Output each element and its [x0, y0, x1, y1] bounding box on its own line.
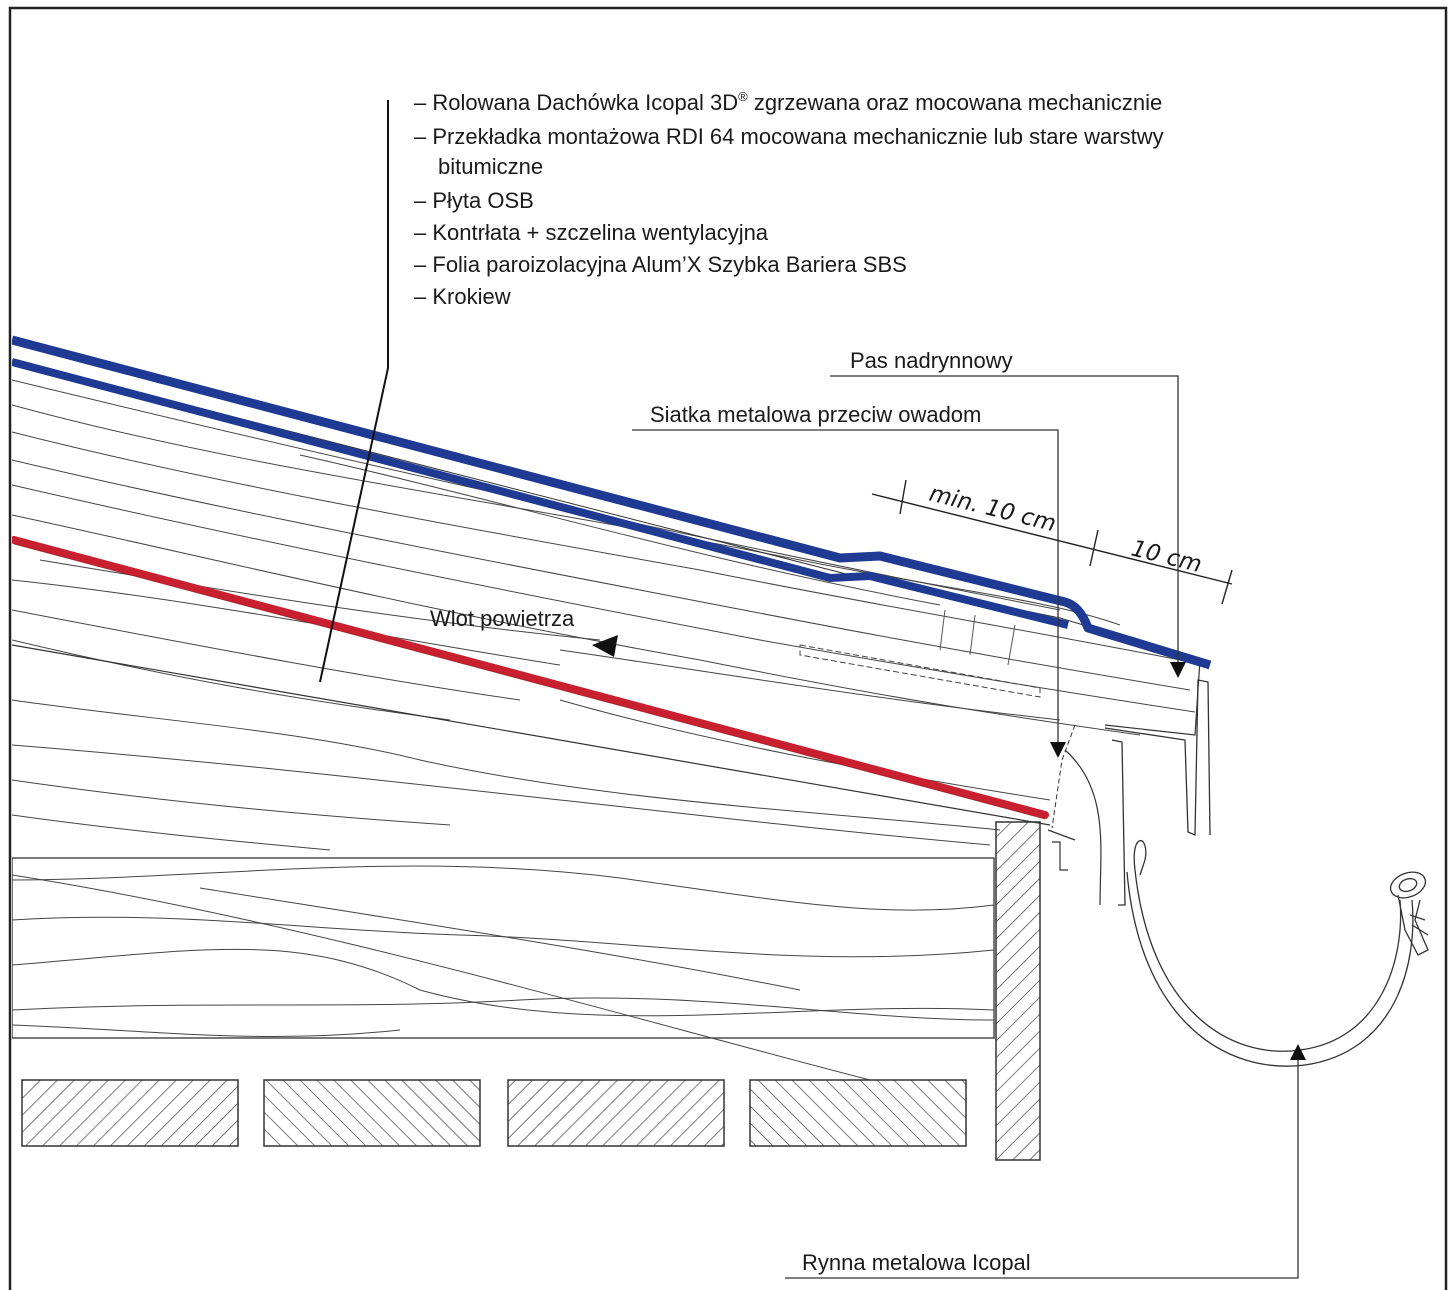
gutter-arrow [1290, 1044, 1306, 1060]
rafter-wood-grain [12, 379, 1196, 851]
gutter-drawing [1126, 839, 1429, 1067]
vent-counter-battens [939, 609, 1016, 666]
rafter-edge [12, 644, 1051, 826]
gutter-label: Rynna metalowa Icopal [802, 1250, 1031, 1275]
ceiling-battens [21, 1079, 967, 1147]
underlay-membrane-line [12, 358, 1069, 629]
insect-mesh-arrow [1050, 742, 1066, 758]
air-inlet-label: Wlot powietrza [430, 606, 575, 631]
svg-text:– Kontrłata + szczelina wentyl: – Kontrłata + szczelina wentylacyjna [414, 220, 769, 245]
roof-tile-membrane-line [12, 335, 1212, 670]
insect-mesh-label: Siatka metalowa przeciw owadom [650, 402, 981, 427]
drip-edge-profile [1104, 679, 1211, 836]
fascia-board [995, 821, 1041, 1161]
svg-text:– Przekładka montażowa RDI 64: – Przekładka montażowa RDI 64 mocowana m… [414, 124, 1164, 149]
drip-edge-label: Pas nadrynnowy [850, 348, 1013, 373]
svg-text:– Folia paroizolacyjna Alum’X: – Folia paroizolacyjna Alum’X Szybka Bar… [414, 252, 907, 277]
vapour-barrier-line [12, 536, 1049, 819]
svg-text:– Krokiew: – Krokiew [414, 284, 511, 309]
wall-beam [12, 857, 995, 1081]
overlap-dimension: min. 10 cm [927, 481, 1059, 538]
svg-text:– Płyta OSB: – Płyta OSB [414, 188, 534, 213]
dimension-lines [871, 479, 1233, 605]
svg-text:– Rolowana Dachówka Icopal 3D®: – Rolowana Dachówka Icopal 3D® zgrzewana… [414, 89, 1162, 115]
gutter-leader [785, 1058, 1299, 1279]
drip-edge-arrow [1170, 662, 1186, 678]
insect-mesh-leader [632, 429, 1059, 745]
insect-mesh-line [1051, 724, 1076, 829]
edge-dimension: 10 cm [1129, 536, 1205, 579]
drawing-frame [8, 6, 1448, 1290]
layers-leader-line [319, 100, 389, 683]
air-inlet-arrow [592, 635, 618, 657]
svg-text:bitumiczne: bitumiczne [438, 154, 543, 179]
vent-slot [799, 644, 1041, 698]
drip-edge-leader [830, 375, 1179, 665]
board-end [1104, 659, 1201, 736]
layers-list: – Rolowana Dachówka Icopal 3D® zgrzewana… [414, 89, 1164, 309]
